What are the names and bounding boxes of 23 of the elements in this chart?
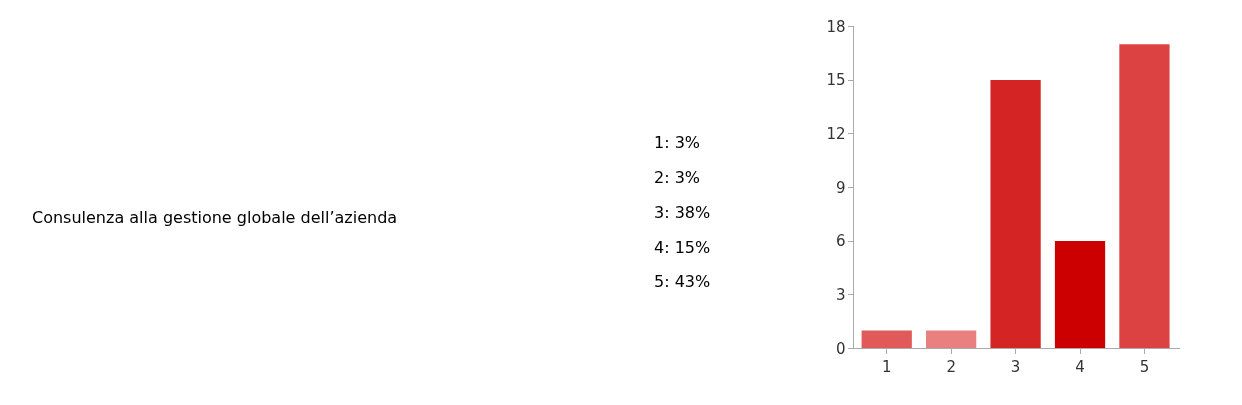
- bar: [861, 330, 912, 349]
- bar: [1119, 44, 1170, 349]
- text: 1: 3%: [654, 133, 701, 152]
- x-tick-label: 3: [1010, 358, 1021, 377]
- x-tick-label: 2: [946, 358, 956, 377]
- y-tick-label: 12: [826, 124, 846, 143]
- text: 2: 3%: [654, 168, 701, 187]
- text: 4: 15%: [654, 238, 711, 257]
- y-tick-label: 6: [835, 232, 846, 251]
- bar: [990, 80, 1041, 349]
- bar: [926, 330, 977, 349]
- text: Consulenza alla gestione globale dell’azienda: [32, 208, 398, 227]
- y-tick-label: 3: [835, 285, 846, 304]
- y-tick-label: 0: [835, 339, 846, 358]
- text: 5: 43%: [654, 272, 711, 291]
- x-tick-label: 5: [1139, 358, 1150, 377]
- x-tick-label: 1: [881, 358, 892, 377]
- y-tick-label: 9: [835, 178, 846, 197]
- y-tick-label: 15: [826, 71, 846, 90]
- bar: [1054, 241, 1106, 349]
- text: 3: 38%: [654, 203, 711, 222]
- y-tick-label: 18: [826, 17, 846, 36]
- x-tick-label: 4: [1075, 358, 1085, 377]
